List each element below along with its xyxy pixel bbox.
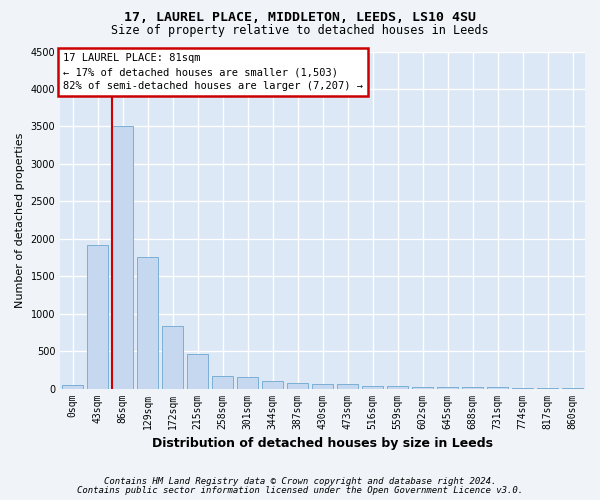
Bar [162, 326, 183, 388]
Bar [462, 387, 483, 388]
Text: Size of property relative to detached houses in Leeds: Size of property relative to detached ho… [111, 24, 489, 37]
X-axis label: Distribution of detached houses by size in Leeds: Distribution of detached houses by size … [152, 437, 493, 450]
Bar [212, 376, 233, 388]
Bar [87, 244, 108, 388]
Text: Contains HM Land Registry data © Crown copyright and database right 2024.: Contains HM Land Registry data © Crown c… [104, 477, 496, 486]
Text: 17 LAUREL PLACE: 81sqm
← 17% of detached houses are smaller (1,503)
82% of semi-: 17 LAUREL PLACE: 81sqm ← 17% of detached… [63, 53, 363, 91]
Bar [337, 384, 358, 388]
Bar [237, 377, 258, 388]
Bar [412, 386, 433, 388]
Y-axis label: Number of detached properties: Number of detached properties [15, 132, 25, 308]
Bar [137, 256, 158, 388]
Bar [312, 384, 333, 388]
Bar [62, 385, 83, 388]
Bar [437, 387, 458, 388]
Bar [387, 386, 408, 388]
Bar [287, 384, 308, 388]
Text: 17, LAUREL PLACE, MIDDLETON, LEEDS, LS10 4SU: 17, LAUREL PLACE, MIDDLETON, LEEDS, LS10… [124, 11, 476, 24]
Text: Contains public sector information licensed under the Open Government Licence v3: Contains public sector information licen… [77, 486, 523, 495]
Bar [362, 386, 383, 388]
Bar [187, 354, 208, 388]
Bar [262, 381, 283, 388]
Bar [112, 126, 133, 388]
